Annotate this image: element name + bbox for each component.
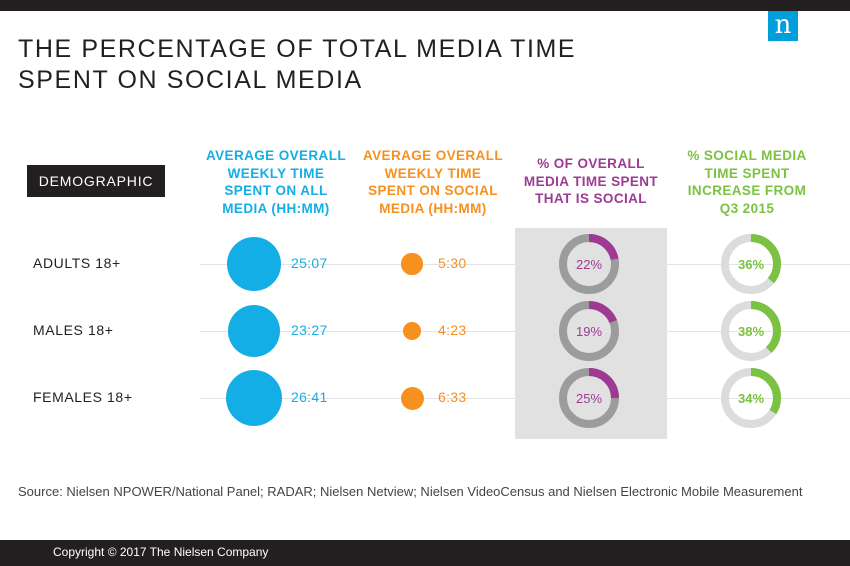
social-increase-donut-arc	[721, 301, 781, 361]
header-line: AVERAGE OVERALL	[362, 148, 503, 163]
social-increase-donut: 36%	[721, 234, 781, 294]
header-social-share: % OF OVERALL MEDIA TIME SPENT THAT IS SOCI…	[511, 155, 671, 208]
social-share-donut: 22%	[559, 234, 619, 294]
social-increase-donut-arc	[721, 368, 781, 428]
total-time-value: 26:41	[291, 389, 328, 405]
social-increase-donut: 38%	[721, 301, 781, 361]
demographic-label: DEMOGRAPHIC	[27, 165, 165, 197]
total-time-value: 25:07	[291, 255, 328, 271]
social-time-bubble	[401, 253, 423, 275]
social-share-donut-arc	[559, 301, 619, 361]
social-share-donut-label: 22%	[576, 257, 602, 272]
row-label: ADULTS 18+	[33, 255, 121, 271]
header-line: AVERAGE OVERALL	[205, 148, 346, 163]
social-share-donut: 19%	[559, 301, 619, 361]
total-time-bubble	[226, 370, 282, 426]
header-line: SPENT ON SOCIAL	[368, 183, 498, 198]
header-line: MEDIA (HH:MM)	[379, 200, 487, 216]
social-time-bubble	[400, 386, 424, 410]
social-time-bubble	[402, 321, 422, 341]
header-line: Q3 2015	[719, 200, 775, 216]
total-time-value: 23:27	[291, 322, 328, 338]
header-social-time: AVERAGE OVERALL WEEKLY TIME SPENT ON SOCIA…	[353, 147, 513, 217]
header-line: % OF OVERALL	[537, 156, 645, 171]
social-share-donut-label: 25%	[576, 391, 602, 406]
header-line: MEDIA (HH:MM)	[222, 200, 330, 216]
header-line: SPENT ON ALL	[224, 183, 328, 198]
social-time-value: 5:30	[438, 255, 467, 271]
row-label: MALES 18+	[33, 322, 114, 338]
social-increase-donut-label: 36%	[738, 257, 764, 272]
row-label: FEMALES 18+	[33, 389, 133, 405]
social-share-donut-arc	[559, 234, 619, 294]
header-total-time: AVERAGE OVERALL WEEKLY TIME SPENT ON ALL ME…	[196, 147, 356, 217]
row-divider-line	[200, 398, 850, 399]
title-line-2: SPENT ON SOCIAL MEDIA	[18, 66, 363, 94]
social-time-value: 4:23	[438, 322, 467, 338]
social-share-donut-label: 19%	[576, 324, 602, 339]
header-line: INCREASE FROM	[687, 183, 807, 198]
header-line: WEEKLY TIME	[384, 165, 482, 181]
total-time-bubble	[226, 236, 282, 292]
social-increase-donut: 34%	[721, 368, 781, 428]
source-note: Source: Nielsen NPOWER/National Panel; R…	[18, 484, 803, 499]
header-line: MEDIA TIME SPENT	[523, 173, 659, 189]
total-time-bubble	[227, 304, 281, 358]
share-column-panel	[515, 228, 667, 439]
row-divider-line	[200, 264, 850, 265]
bottom-bar: Copyright © 2017 The Nielsen Company	[0, 540, 850, 566]
row-divider-line	[200, 331, 850, 332]
social-increase-donut-label: 34%	[738, 391, 764, 406]
header-line: THAT IS SOCIAL	[535, 191, 647, 206]
social-increase-donut-label: 38%	[738, 324, 764, 339]
social-share-donut: 25%	[559, 368, 619, 428]
top-bar	[0, 0, 850, 11]
copyright-text: Copyright © 2017 The Nielsen Company	[53, 545, 269, 559]
title-line-1: THE PERCENTAGE OF TOTAL MEDIA TIME	[18, 35, 577, 63]
header-line: TIME SPENT	[704, 165, 790, 181]
header-line: % SOCIAL MEDIA	[687, 148, 807, 163]
nielsen-logo: n	[768, 11, 798, 41]
header-social-increase: % SOCIAL MEDIA TIME SPENT INCREASE FROM Q3 …	[667, 147, 827, 217]
social-share-donut-arc	[559, 368, 619, 428]
header-line: WEEKLY TIME	[227, 165, 325, 181]
page-title: THE PERCENTAGE OF TOTAL MEDIA TIME SPENT…	[18, 34, 718, 96]
social-increase-donut-arc	[721, 234, 781, 294]
social-time-value: 6:33	[438, 389, 467, 405]
